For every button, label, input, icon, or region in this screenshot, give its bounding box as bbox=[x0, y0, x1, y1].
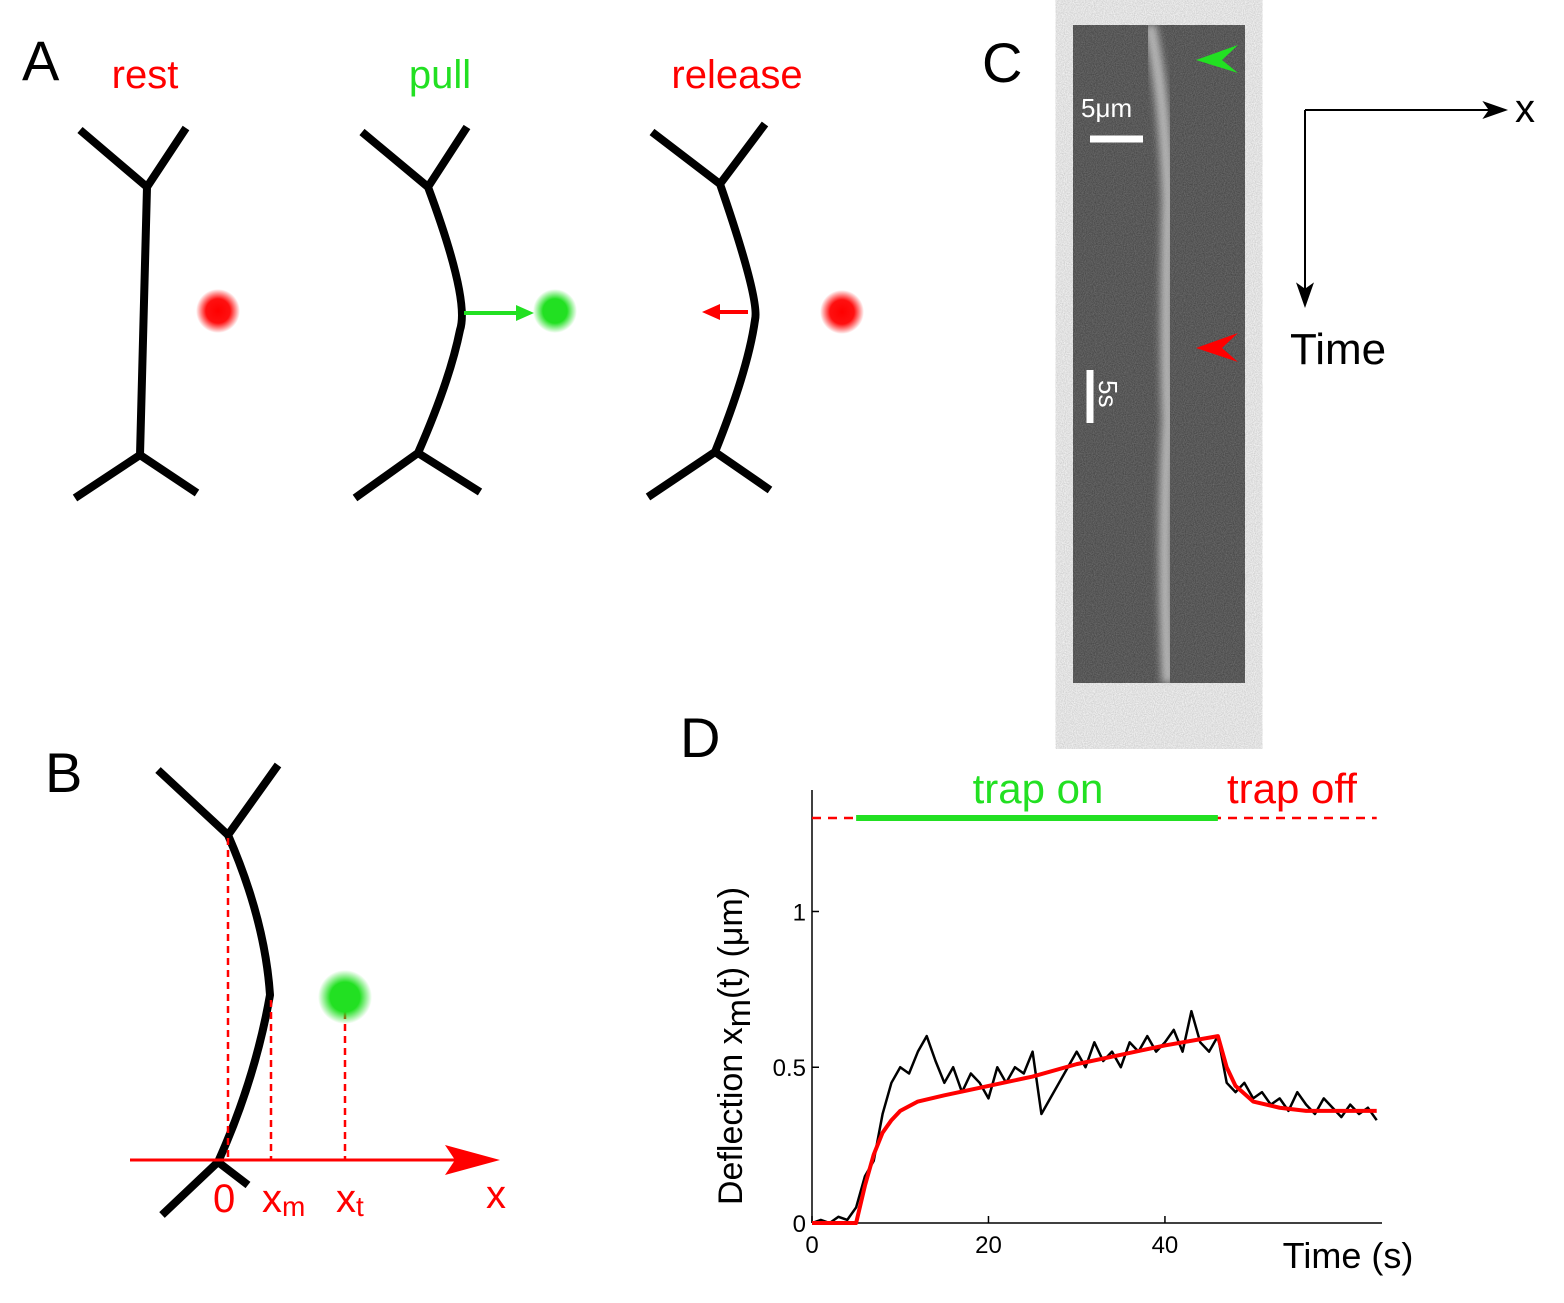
annotation: trap on bbox=[973, 765, 1104, 812]
arrow-head bbox=[702, 304, 720, 320]
kymograph bbox=[1073, 23, 1245, 684]
series-line bbox=[812, 1034, 1377, 1225]
trap-dot bbox=[533, 289, 577, 333]
axis-label: 0 bbox=[213, 1177, 235, 1221]
panel-label: B bbox=[45, 741, 82, 804]
axis-label: Time bbox=[1290, 325, 1386, 374]
y-tick-label: 0.5 bbox=[773, 1055, 806, 1082]
x-tick-label: 0 bbox=[805, 1232, 818, 1259]
scale-label: 5μm bbox=[1081, 93, 1132, 123]
x-tick-label: 20 bbox=[975, 1232, 1002, 1259]
y-tick-label: 0 bbox=[793, 1211, 806, 1238]
symbol: x bbox=[336, 1177, 356, 1221]
scale-label: 5s bbox=[1093, 380, 1123, 407]
panel-label: A bbox=[22, 29, 60, 92]
trap-dot bbox=[196, 289, 240, 333]
y-axis-label: Deflection xm(t) (μm) bbox=[712, 887, 758, 1205]
axis-label: xt bbox=[336, 1177, 364, 1222]
state-label: pull bbox=[409, 53, 471, 97]
chart: 0 20 40 0 0.5 1 Time (s) Deflection xm(t) (μm) t… bbox=[712, 765, 1413, 1276]
state-label: rest bbox=[112, 53, 179, 97]
fiber-pull bbox=[352, 124, 577, 502]
subscript: t bbox=[356, 1191, 364, 1222]
series-line bbox=[811, 1009, 1378, 1225]
y-tick-label: 1 bbox=[793, 899, 806, 926]
label-part: (t) (μm) bbox=[712, 887, 750, 999]
fiber-release bbox=[645, 121, 864, 501]
arrow-head bbox=[516, 305, 534, 321]
annotation: trap off bbox=[1227, 765, 1357, 812]
panel-label: D bbox=[680, 706, 720, 769]
symbol: x bbox=[262, 1177, 282, 1221]
fiber-diagram bbox=[130, 762, 500, 1218]
label-part: Deflection x bbox=[712, 1027, 750, 1205]
axis-label: x bbox=[486, 1173, 506, 1217]
state-label: release bbox=[671, 53, 802, 97]
axes-arrows bbox=[1296, 101, 1509, 309]
x-tick-label: 40 bbox=[1152, 1232, 1179, 1259]
x-axis-label: Time (s) bbox=[1283, 1235, 1414, 1276]
axis-label: x bbox=[1515, 87, 1535, 131]
panel-label: C bbox=[982, 31, 1022, 94]
axis-label: xm bbox=[262, 1177, 305, 1222]
trap-dot bbox=[820, 290, 864, 334]
fiber-rest bbox=[72, 125, 240, 502]
subscript: m bbox=[282, 1191, 305, 1222]
subscript: m bbox=[720, 999, 758, 1027]
